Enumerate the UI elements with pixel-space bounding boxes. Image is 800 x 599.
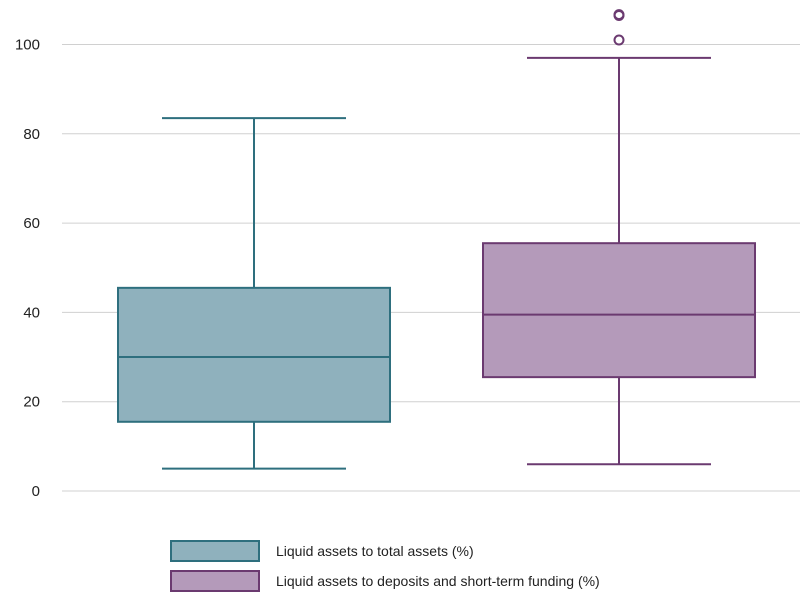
legend-item-1: Liquid assets to total assets (%) — [170, 540, 474, 562]
box-series-1 — [117, 117, 391, 470]
y-tick-label: 40 — [23, 304, 40, 321]
outlier-point — [613, 9, 625, 21]
y-tick-label: 100 — [15, 37, 40, 54]
legend-item-2: Liquid assets to deposits and short-term… — [170, 570, 600, 592]
boxes — [117, 9, 756, 470]
outlier-point — [613, 34, 625, 46]
legend-label: Liquid assets to total assets (%) — [276, 543, 474, 559]
y-tick-label: 0 — [32, 483, 40, 500]
y-axis-tick-labels: 0 20 40 60 80 100 — [15, 37, 40, 501]
legend-swatch — [170, 570, 260, 592]
box-series-2 — [482, 9, 756, 466]
legend-swatch — [170, 540, 260, 562]
iqr-box — [117, 286, 391, 423]
iqr-box — [482, 242, 756, 379]
legend-label: Liquid assets to deposits and short-term… — [276, 573, 600, 589]
legend: Liquid assets to total assets (%) Liquid … — [170, 540, 600, 592]
y-tick-label: 80 — [23, 126, 40, 143]
y-tick-label: 20 — [23, 394, 40, 411]
y-tick-label: 60 — [23, 215, 40, 232]
